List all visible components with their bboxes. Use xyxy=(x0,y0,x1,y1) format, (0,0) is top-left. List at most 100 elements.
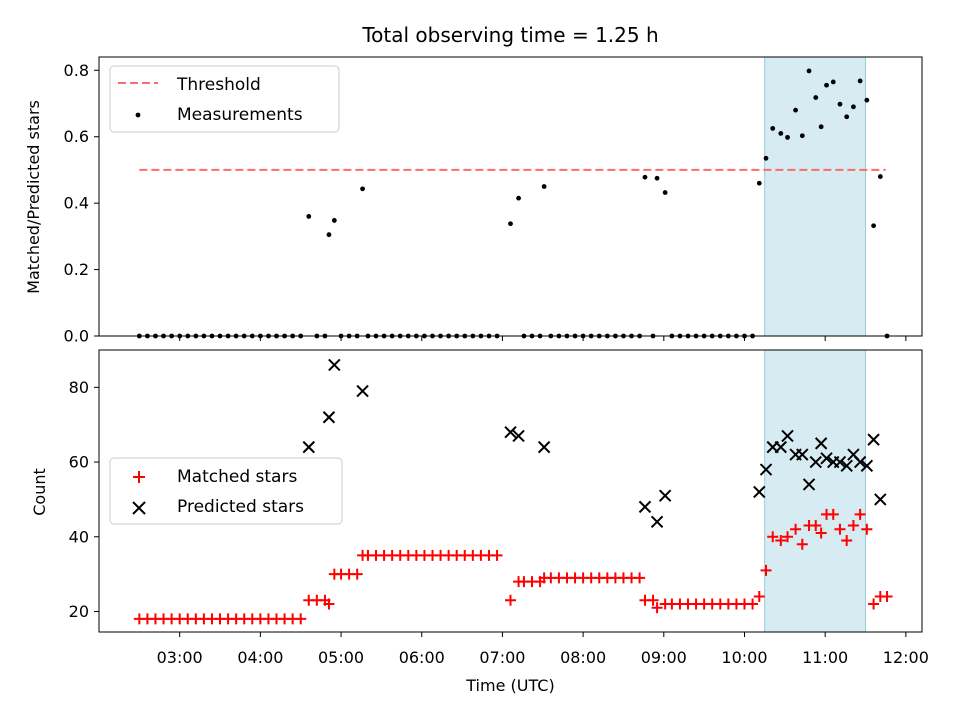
matched-star-point xyxy=(647,594,659,606)
predicted-star-point xyxy=(759,463,773,476)
legend-predicted-swatch xyxy=(132,501,146,515)
matched-star-point xyxy=(505,594,516,606)
measurement-point xyxy=(818,124,824,130)
matched-star-point xyxy=(815,527,827,539)
measurement-point xyxy=(871,223,876,229)
measurement-point xyxy=(877,174,883,179)
chart-title: Total observing time = 1.25 h xyxy=(361,23,658,47)
matched-star-point xyxy=(881,591,893,603)
count-points xyxy=(133,358,893,625)
measurement-point xyxy=(824,82,829,88)
matched-star-point xyxy=(753,591,765,603)
x-tick-label: 04:00 xyxy=(237,648,283,667)
matched-star-point xyxy=(351,568,363,580)
measurement-point xyxy=(806,68,812,74)
predicted-star-point xyxy=(820,452,833,465)
bottom-legend-box xyxy=(109,457,343,525)
measurement-point xyxy=(770,126,776,131)
predicted-star-point xyxy=(809,455,822,469)
measurement-point xyxy=(851,104,856,110)
matched-star-point xyxy=(841,534,853,546)
predicted-star-point xyxy=(796,448,809,461)
predicted-star-point xyxy=(322,411,336,424)
matched-star-point xyxy=(634,572,646,584)
predicted-star-point xyxy=(781,429,794,443)
measurement-point xyxy=(778,130,784,136)
predicted-star-point xyxy=(302,440,315,454)
predicted-star-point xyxy=(753,485,766,499)
legend-matched-label: Matched stars xyxy=(177,467,297,487)
matched-star-point xyxy=(323,598,335,610)
matched-star-point xyxy=(854,508,866,520)
x-tick-label: 10:00 xyxy=(721,648,767,667)
measurement-point xyxy=(326,232,332,238)
measurement-point xyxy=(857,78,863,84)
matched-star-point xyxy=(775,534,787,546)
measurement-point xyxy=(813,95,819,100)
legend-measurements-swatch xyxy=(135,112,141,118)
predicted-star-point xyxy=(840,459,853,472)
matched-star-point xyxy=(767,531,779,543)
measurement-point xyxy=(756,180,762,186)
measurement-point xyxy=(654,175,660,181)
x-tick-label: 09:00 xyxy=(641,648,687,667)
measurement-point xyxy=(763,155,769,161)
measurement-point xyxy=(844,114,850,120)
matched-star-point xyxy=(847,520,859,532)
measurement-point xyxy=(799,133,805,139)
predicted-star-point xyxy=(328,358,341,372)
predicted-star-point xyxy=(356,384,369,398)
matched-star-point xyxy=(790,523,802,535)
measurement-point xyxy=(793,107,798,113)
matched-star-point xyxy=(827,508,839,520)
y-tick-label: 20 xyxy=(69,602,89,621)
predicted-star-point xyxy=(802,478,816,491)
x-tick-label: 12:00 xyxy=(883,648,929,667)
predicted-star-point xyxy=(638,500,652,514)
measurement-point xyxy=(642,174,648,180)
predicted-star-point xyxy=(833,455,847,469)
bottom-legend: Matched stars Predicted stars xyxy=(109,457,343,525)
measurement-point xyxy=(360,186,365,192)
measurement-point xyxy=(785,134,790,140)
measurement-points xyxy=(136,68,890,339)
measurement-point xyxy=(662,190,668,195)
predicted-star-point xyxy=(537,440,551,454)
measurement-point xyxy=(306,214,312,219)
bottom-panel-frame xyxy=(98,349,923,633)
measurement-point xyxy=(837,101,843,107)
measurement-point xyxy=(331,218,337,223)
y-tick-label: 40 xyxy=(69,527,89,546)
bottom-y-axis-title: Count xyxy=(30,468,49,516)
matched-star-point xyxy=(760,564,772,576)
top-legend-box xyxy=(109,65,340,133)
highlight-span-top xyxy=(764,56,867,337)
predicted-star-point xyxy=(853,455,867,469)
y-tick-label: 0.2 xyxy=(64,260,89,279)
measurement-point xyxy=(541,184,547,189)
predicted-star-point xyxy=(650,515,664,529)
x-tick-label: 11:00 xyxy=(802,648,848,667)
predicted-star-point xyxy=(504,425,517,439)
matched-star-point xyxy=(834,523,846,535)
measurement-point xyxy=(830,79,836,85)
predicted-star-point xyxy=(814,437,828,450)
predicted-star-point xyxy=(860,459,874,472)
predicted-star-point xyxy=(867,433,880,446)
legend-predicted-label: Predicted stars xyxy=(177,497,304,517)
top-panel-frame xyxy=(98,56,923,337)
matched-star-point xyxy=(747,598,759,610)
matched-star-point xyxy=(491,549,503,561)
measurement-point xyxy=(516,195,521,201)
x-tick-label: 03:00 xyxy=(157,648,203,667)
matched-star-point xyxy=(651,602,663,614)
predicted-star-point xyxy=(658,489,672,502)
y-tick-label: 0.6 xyxy=(64,127,89,146)
highlight-span-bottom xyxy=(764,349,867,633)
x-tick-label: 08:00 xyxy=(560,648,606,667)
matched-star-point xyxy=(782,531,794,543)
x-tick-label: 06:00 xyxy=(399,648,445,667)
y-tick-label: 80 xyxy=(69,378,89,397)
matched-star-point xyxy=(295,613,307,625)
